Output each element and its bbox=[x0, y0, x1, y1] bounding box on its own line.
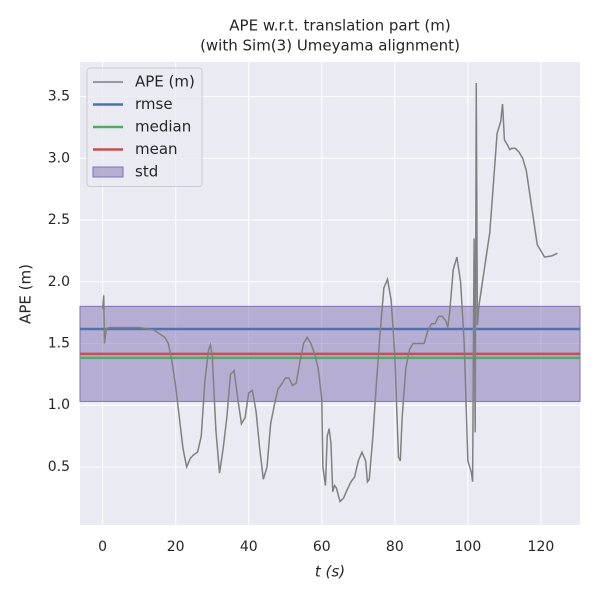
x-tick-label: 40 bbox=[240, 539, 258, 555]
legend-label: rmse bbox=[135, 95, 173, 113]
x-tick-label: 120 bbox=[528, 539, 555, 555]
y-tick-label: 0.5 bbox=[48, 459, 70, 475]
chart-subtitle: (with Sim(3) Umeyama alignment) bbox=[200, 37, 460, 55]
y-tick-label: 2.5 bbox=[48, 212, 70, 228]
x-tick-label: 0 bbox=[98, 539, 107, 555]
legend: APE (m) rmse median mean std bbox=[86, 67, 203, 187]
y-tick-label: 2.0 bbox=[48, 274, 70, 290]
y-axis-label: APE (m) bbox=[17, 264, 35, 324]
y-tick-label: 1.5 bbox=[48, 336, 70, 352]
x-tick-label: 100 bbox=[455, 539, 482, 555]
ape-line bbox=[101, 82, 558, 503]
x-tick-label: 80 bbox=[386, 539, 404, 555]
y-tick-label: 3.5 bbox=[48, 89, 70, 105]
legend-label: APE (m) bbox=[135, 73, 195, 91]
plot bbox=[79, 62, 581, 525]
y-tick-label: 1.0 bbox=[48, 397, 70, 413]
x-tick-label: 60 bbox=[313, 539, 331, 555]
legend-label: mean bbox=[135, 140, 178, 158]
chart-title: APE w.r.t. translation part (m) bbox=[229, 17, 450, 35]
legend-label: median bbox=[135, 118, 191, 136]
y-tick-label: 3.0 bbox=[48, 150, 70, 166]
legend-box bbox=[86, 67, 203, 187]
legend-label: std bbox=[135, 163, 158, 181]
legend-swatch bbox=[92, 166, 124, 178]
x-tick-label: 20 bbox=[167, 539, 185, 555]
x-axis-label: t (s) bbox=[315, 563, 345, 581]
